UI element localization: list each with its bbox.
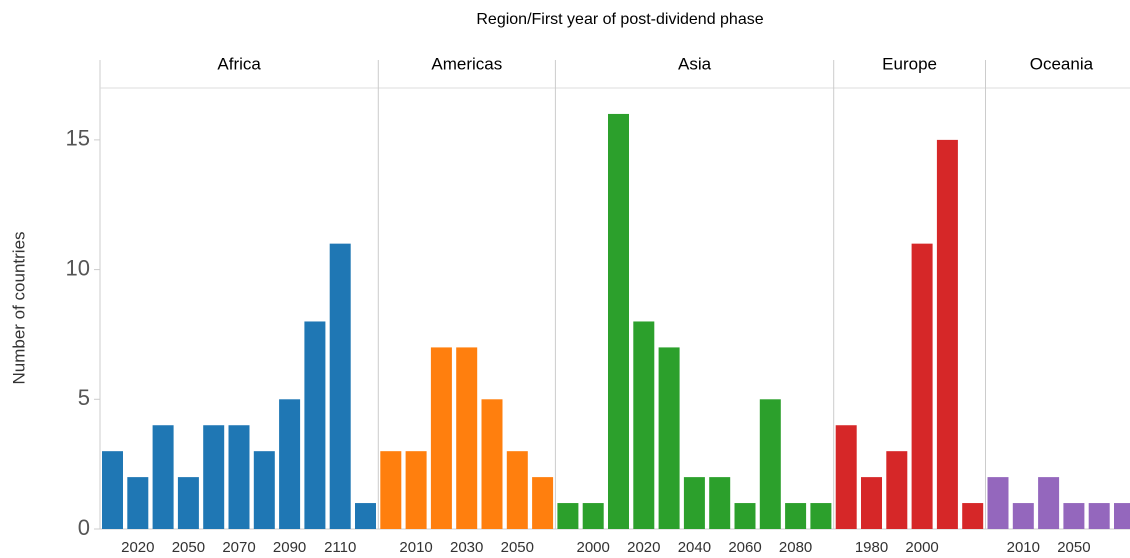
bar	[1063, 503, 1085, 529]
chart-title: Region/First year of post-dividend phase	[476, 11, 763, 28]
bar	[734, 503, 756, 529]
bar	[127, 477, 149, 529]
y-axis-label: Number of countries	[9, 231, 28, 384]
panel-header: Americas	[431, 54, 502, 73]
bar	[304, 321, 326, 529]
bar	[1114, 503, 1130, 529]
y-tick-label: 0	[78, 515, 90, 540]
bar	[177, 477, 199, 529]
bar	[835, 425, 857, 529]
panel-header: Oceania	[1030, 54, 1094, 73]
bar	[203, 425, 225, 529]
x-tick-label: 2000	[905, 539, 938, 556]
x-tick-label: 2020	[121, 539, 154, 556]
bar	[1038, 477, 1060, 529]
y-tick-label: 15	[66, 126, 90, 151]
bar	[810, 503, 832, 529]
x-tick-label: 2050	[1057, 539, 1090, 556]
x-tick-label: 2060	[728, 539, 761, 556]
bar	[355, 503, 376, 529]
bar	[911, 243, 933, 529]
x-tick-label: 2020	[627, 539, 660, 556]
bar	[279, 399, 301, 529]
bar	[633, 321, 655, 529]
x-tick-label: 2050	[172, 539, 205, 556]
bar	[658, 347, 680, 529]
x-tick-label: 2070	[222, 539, 255, 556]
x-tick-label: 2050	[501, 539, 534, 556]
bar	[253, 451, 275, 529]
bar	[456, 347, 478, 529]
bar	[228, 425, 250, 529]
bar	[785, 503, 807, 529]
bar	[709, 477, 731, 529]
panel-header: Asia	[678, 54, 712, 73]
x-tick-label: 2040	[678, 539, 711, 556]
bar	[861, 477, 882, 529]
bar	[557, 503, 579, 529]
bar	[886, 451, 908, 529]
panel-header: Africa	[217, 54, 261, 73]
x-tick-label: 2090	[273, 539, 306, 556]
panel-header: Europe	[882, 54, 937, 73]
x-tick-label: 2000	[577, 539, 610, 556]
bar	[430, 347, 452, 529]
bar	[608, 113, 629, 530]
bar	[506, 451, 528, 529]
x-tick-label: 2030	[450, 539, 483, 556]
x-tick-label: 2080	[779, 539, 812, 556]
bar	[481, 399, 503, 529]
bar	[532, 477, 554, 529]
x-tick-label: 1980	[855, 539, 888, 556]
x-tick-label: 2110	[324, 539, 356, 556]
bar	[152, 425, 174, 529]
bar	[102, 451, 123, 529]
bar	[1088, 503, 1110, 529]
bar	[683, 477, 705, 529]
bar	[405, 451, 427, 529]
x-tick-label: 2010	[399, 539, 432, 556]
bar	[987, 477, 1009, 529]
bar	[1012, 503, 1034, 529]
bar	[936, 139, 958, 529]
bar	[329, 243, 351, 529]
bar	[759, 399, 781, 529]
bar	[582, 503, 604, 529]
bar	[962, 503, 984, 529]
y-tick-label: 10	[66, 255, 90, 280]
bar	[380, 451, 402, 529]
x-tick-label: 2010	[1007, 539, 1040, 556]
y-tick-label: 5	[78, 385, 90, 410]
